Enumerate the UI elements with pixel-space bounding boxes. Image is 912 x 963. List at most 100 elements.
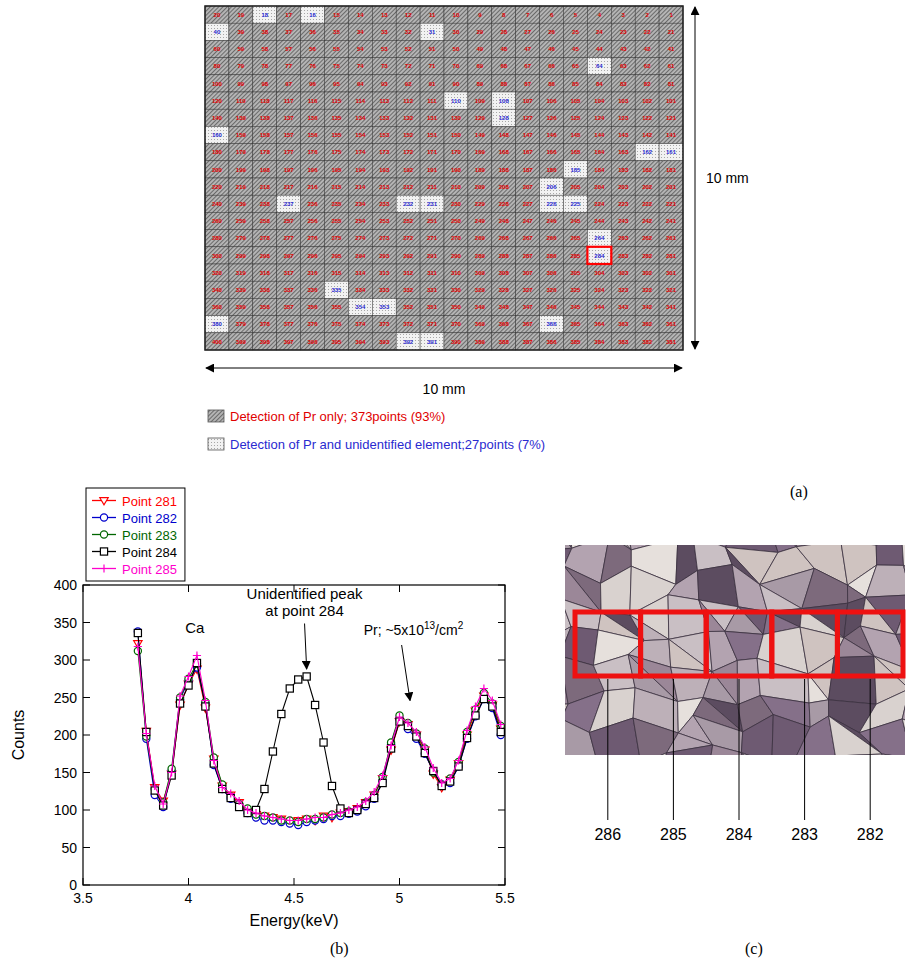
cell-pr-only [372, 195, 396, 212]
cell-pr-only [396, 264, 420, 281]
cell-pr-only [540, 161, 564, 178]
cell-pr-only [325, 230, 349, 247]
cell-number: 278 [260, 235, 271, 241]
cell-pr-only [611, 161, 635, 178]
cell-number: 283 [618, 253, 629, 259]
cell-pr-only [277, 316, 301, 333]
series-marker [371, 795, 378, 802]
cell-number: 255 [331, 218, 342, 224]
cell-number: 12 [405, 12, 412, 18]
cell-number: 330 [451, 287, 462, 293]
legend-marker [100, 564, 108, 572]
series-marker [480, 695, 487, 702]
cell-pr-only [659, 40, 683, 57]
legend: Point 281Point 282Point 283Point 284Poin… [86, 488, 185, 581]
cell-mixed [420, 23, 444, 40]
legend-marker [100, 531, 107, 538]
cell-number: 130 [451, 115, 462, 121]
cell-number: 377 [284, 321, 295, 327]
cell-number: 141 [666, 132, 677, 138]
y-tick [83, 772, 90, 773]
cell-number: 1 [669, 12, 673, 18]
cell-number: 27 [524, 29, 531, 35]
cell-pr-only [420, 161, 444, 178]
cell-number: 89 [477, 81, 484, 87]
cell-pr-only [659, 281, 683, 298]
micrograph [565, 545, 905, 755]
cell-number: 186 [547, 167, 558, 173]
cell-number: 125 [570, 115, 581, 121]
cell-pr-only [516, 230, 540, 247]
cell-number: 160 [212, 132, 223, 138]
cell-number: 207 [523, 184, 534, 190]
cell-number: 383 [618, 339, 629, 345]
panel-c: 286285284283282(c) [521, 505, 912, 958]
cell-number: 158 [260, 132, 271, 138]
cell-pr-only [348, 75, 372, 92]
cell-number: 334 [355, 287, 366, 293]
cell-pr-only [348, 178, 372, 195]
cell-pr-only [587, 212, 611, 229]
cell-pr-only [564, 75, 588, 92]
series-marker [151, 782, 159, 790]
cell-number: 79 [238, 63, 245, 69]
cell-number: 248 [499, 218, 510, 224]
cell-number: 328 [499, 287, 510, 293]
cell-number: 60 [214, 46, 221, 52]
cell-number: 380 [212, 321, 223, 327]
cell-pr-only [659, 58, 683, 75]
cell-pr-only [587, 75, 611, 92]
cell-number: 229 [475, 201, 486, 207]
cell-pr-only [325, 298, 349, 315]
cell-pr-only [468, 333, 492, 350]
cell-pr-only [396, 144, 420, 161]
cell-pr-only [277, 333, 301, 350]
cell-pr-only [420, 247, 444, 264]
cell-number: 127 [523, 115, 534, 121]
cell-number: 226 [547, 201, 558, 207]
cell-pr-only [540, 247, 564, 264]
y-tick-label: 0 [69, 877, 77, 893]
cell-pr-only [587, 264, 611, 281]
cell-number: 391 [427, 339, 438, 345]
cell-pr-only [325, 161, 349, 178]
cell-number: 346 [547, 304, 558, 310]
cell-pr-only [396, 298, 420, 315]
cell-pr-only [277, 144, 301, 161]
cell-number: 376 [308, 321, 319, 327]
series-marker [227, 789, 235, 797]
cell-mixed [564, 161, 588, 178]
cell-number: 163 [618, 149, 629, 155]
cell-number: 369 [475, 321, 486, 327]
series-line [138, 633, 501, 813]
cell-pr-only [468, 75, 492, 92]
cell-pr-only [468, 40, 492, 57]
cell-pr-only [348, 109, 372, 126]
cell-pr-only [468, 178, 492, 195]
cell-number: 239 [236, 201, 247, 207]
cell-number: 220 [212, 184, 223, 190]
cell-number: 218 [260, 184, 271, 190]
cell-number: 290 [451, 253, 462, 259]
y-axis-title: Counts [10, 710, 27, 761]
cell-number: 237 [284, 201, 295, 207]
cell-pr-only [516, 40, 540, 57]
cell-number: 86 [548, 81, 555, 87]
legend-marker [100, 548, 107, 555]
cell-number: 400 [212, 339, 223, 345]
cell-number: 208 [499, 184, 510, 190]
cell-number: 66 [548, 63, 555, 69]
cell-pr-only [611, 144, 635, 161]
measure-box [575, 612, 641, 676]
series-marker [294, 816, 302, 824]
cell-number: 216 [308, 184, 319, 190]
cell-number: 321 [666, 287, 677, 293]
legend-text: Detection of Pr and unidentified element… [230, 437, 545, 452]
cell-number: 133 [379, 115, 390, 121]
cell-number: 192 [403, 167, 414, 173]
cell-number: 246 [547, 218, 558, 224]
cell-number: 299 [236, 253, 247, 259]
height-arrow [695, 7, 696, 349]
y-tick [83, 810, 90, 811]
cell-number: 301 [666, 270, 677, 276]
